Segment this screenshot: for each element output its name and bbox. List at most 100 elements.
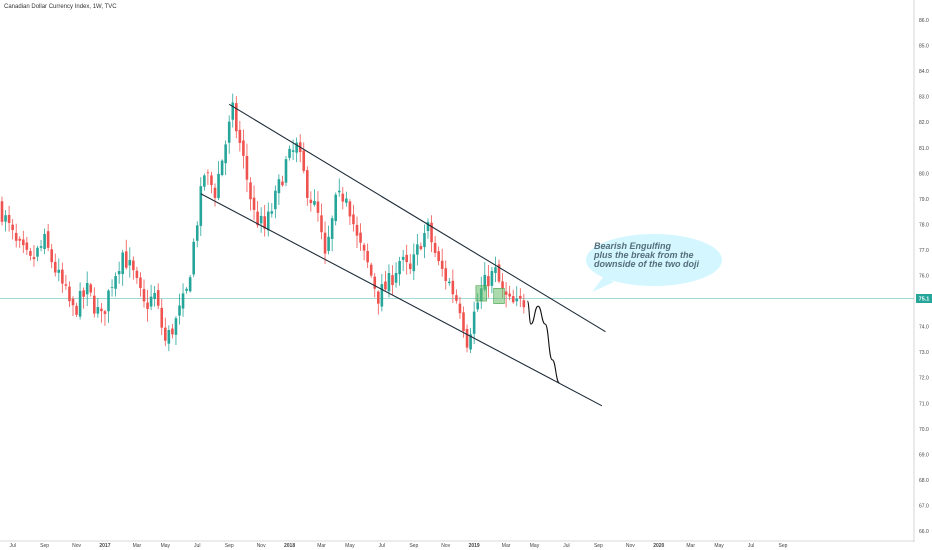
candle-body bbox=[352, 214, 355, 225]
candle-body bbox=[465, 328, 469, 348]
candle-body bbox=[483, 274, 487, 290]
candle-body bbox=[419, 246, 423, 250]
x-tick-label: Mar bbox=[502, 543, 511, 549]
candle-body bbox=[213, 187, 217, 198]
candle-body bbox=[29, 250, 32, 256]
candle-body bbox=[53, 261, 57, 273]
candle-body bbox=[78, 290, 82, 317]
x-tick-label: Sep bbox=[40, 543, 49, 549]
candle-body bbox=[320, 215, 323, 233]
candle-body bbox=[334, 194, 337, 222]
candle-body bbox=[281, 181, 284, 186]
x-tick-label: Sep bbox=[779, 543, 788, 549]
x-tick-label: Sep bbox=[594, 543, 603, 549]
candle-body bbox=[259, 215, 263, 224]
y-tick-label: 71.0 bbox=[919, 401, 929, 407]
candle-body bbox=[366, 251, 369, 263]
candle-body bbox=[238, 129, 242, 143]
candle-body bbox=[266, 211, 270, 231]
candle-body bbox=[330, 218, 334, 239]
candle-body bbox=[302, 150, 306, 171]
last-price-tag-label: 75.1 bbox=[919, 296, 930, 302]
x-tick-label: Mar bbox=[317, 543, 326, 549]
candle-body bbox=[139, 277, 142, 289]
x-tick-label: Jul bbox=[379, 543, 385, 549]
candle-body bbox=[252, 197, 256, 210]
y-tick-label: 74.0 bbox=[919, 325, 929, 331]
candle-body bbox=[206, 172, 210, 174]
candle-body bbox=[235, 103, 238, 132]
candle-body bbox=[46, 231, 50, 248]
candle-body bbox=[71, 298, 75, 306]
trendline-lower bbox=[200, 193, 603, 407]
candle-body bbox=[242, 140, 245, 156]
candle-body bbox=[519, 295, 522, 299]
candle-body bbox=[25, 242, 29, 250]
x-tick-label: Nov bbox=[72, 543, 81, 549]
x-tick-label: Jul bbox=[194, 543, 200, 549]
x-tick-label: Mar bbox=[133, 543, 142, 549]
candle-body bbox=[85, 282, 89, 295]
x-tick-label: Jul bbox=[563, 543, 569, 549]
candle-body bbox=[380, 284, 384, 307]
candle-body bbox=[337, 190, 341, 193]
candle-body bbox=[437, 251, 440, 262]
candle-body bbox=[295, 142, 298, 153]
candle-body bbox=[185, 288, 188, 291]
candle-body bbox=[210, 175, 213, 186]
y-tick-label: 69.0 bbox=[919, 452, 929, 458]
candle-body bbox=[284, 159, 288, 183]
candle-body bbox=[135, 270, 139, 278]
candle-body bbox=[174, 318, 178, 335]
x-tick-label: Nov bbox=[626, 543, 635, 549]
candle-body bbox=[487, 276, 490, 287]
candle-body bbox=[249, 182, 252, 200]
candle-body bbox=[522, 300, 526, 308]
y-tick-label: 68.0 bbox=[919, 478, 929, 484]
candle-body bbox=[309, 199, 313, 204]
candle-body bbox=[274, 190, 277, 210]
candle-body bbox=[188, 277, 192, 292]
annotation-bubble bbox=[586, 234, 722, 286]
candle-body bbox=[405, 254, 408, 263]
candle-body bbox=[82, 290, 85, 297]
doji-highlight-box bbox=[493, 287, 505, 304]
candle-body bbox=[277, 179, 281, 194]
candle-body bbox=[316, 201, 320, 213]
candle-body bbox=[128, 260, 132, 266]
candle-body bbox=[263, 216, 266, 229]
candle-body bbox=[401, 256, 405, 260]
candle-body bbox=[490, 270, 494, 286]
candle-body bbox=[117, 271, 121, 275]
candle-body bbox=[515, 298, 519, 302]
candle-body bbox=[416, 244, 419, 255]
x-tick-label: Jul bbox=[9, 543, 15, 549]
candle-body bbox=[323, 232, 327, 254]
candle-body bbox=[369, 264, 373, 276]
candle-body bbox=[501, 281, 504, 289]
candle-body bbox=[7, 214, 11, 224]
candle-body bbox=[398, 261, 401, 275]
candle-body bbox=[68, 286, 71, 302]
candle-body bbox=[93, 295, 96, 314]
candle-body bbox=[231, 102, 235, 120]
candle-body bbox=[387, 273, 391, 292]
y-tick-label: 82.0 bbox=[919, 120, 929, 126]
annotation-line-1: Bearish Engulfing bbox=[594, 241, 672, 251]
candle-body bbox=[227, 121, 231, 143]
candle-body bbox=[121, 252, 124, 275]
candle-body bbox=[377, 291, 380, 304]
y-tick-label: 79.0 bbox=[919, 197, 929, 203]
candle-body bbox=[36, 247, 39, 257]
candle-body bbox=[39, 246, 43, 248]
candle-body bbox=[199, 186, 203, 226]
candle-body bbox=[341, 193, 345, 202]
candle-body bbox=[18, 238, 22, 241]
candle-body bbox=[75, 305, 78, 315]
y-tick-label: 67.0 bbox=[919, 503, 929, 509]
chart-title: Canadian Dollar Currency Index, 1W, TVC bbox=[4, 4, 117, 10]
candle-body bbox=[32, 257, 36, 260]
doji-highlight-box bbox=[475, 285, 487, 302]
y-tick-label: 84.0 bbox=[919, 69, 929, 75]
